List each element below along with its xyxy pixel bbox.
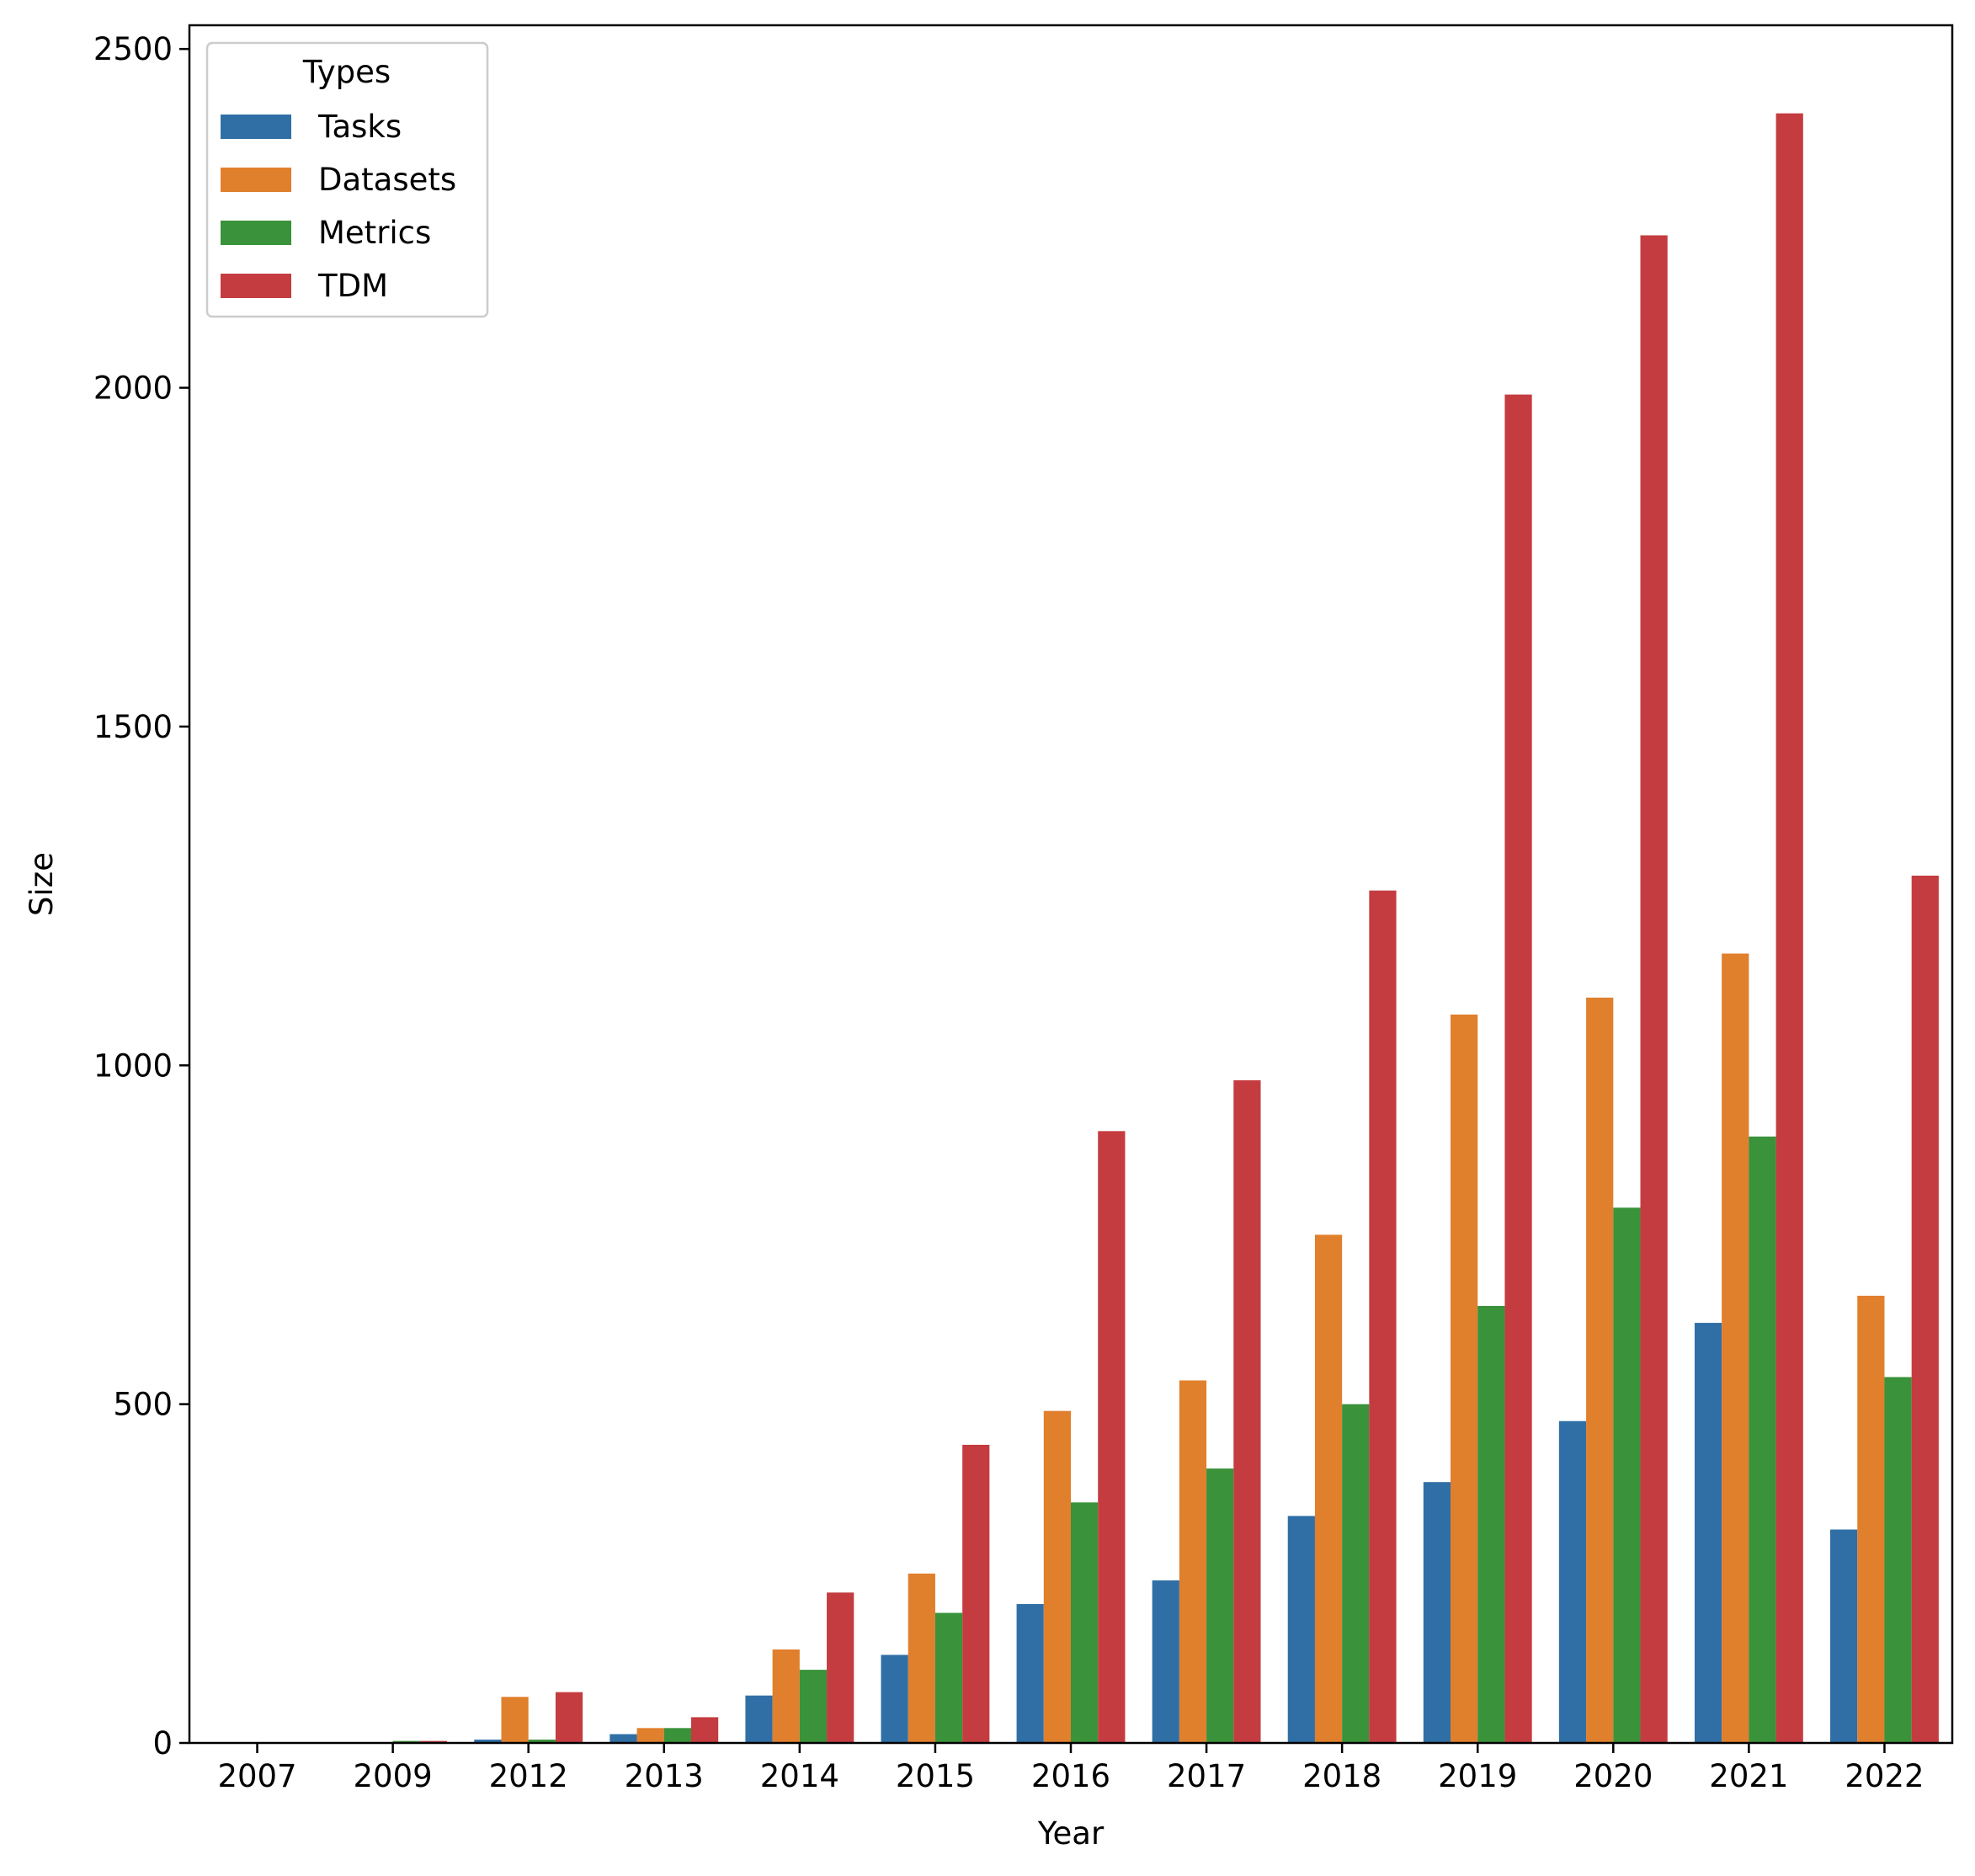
x-tick-label: 2013 (625, 1758, 704, 1794)
y-tick-label: 500 (113, 1387, 173, 1423)
bar-tasks-2015 (881, 1655, 908, 1743)
x-tick-label: 2007 (217, 1758, 296, 1794)
bar-datasets-2012 (501, 1697, 529, 1743)
bar-tasks-2019 (1423, 1482, 1451, 1743)
x-tick-label: 2020 (1573, 1758, 1653, 1794)
legend-label-metrics: Metrics (318, 215, 431, 251)
bar-tdm-2020 (1640, 235, 1668, 1744)
bar-tasks-2012 (474, 1739, 502, 1743)
bar-datasets-2015 (908, 1573, 935, 1743)
y-tick-label: 0 (152, 1725, 173, 1761)
bar-metrics-2012 (528, 1739, 556, 1743)
bar-datasets-2021 (1722, 953, 1749, 1743)
legend-box (205, 41, 489, 318)
bar-datasets-2020 (1586, 997, 1614, 1743)
bar-metrics-2021 (1749, 1136, 1776, 1743)
x-tick-label: 2016 (1031, 1758, 1110, 1794)
bar-datasets-2022 (1857, 1295, 1885, 1743)
bar-tasks-2022 (1830, 1529, 1858, 1743)
bar-tdm-2018 (1369, 890, 1397, 1743)
x-tick-label: 2018 (1302, 1758, 1381, 1794)
bar-metrics-2018 (1342, 1404, 1370, 1743)
y-tick-label: 1000 (93, 1047, 173, 1084)
bar-datasets-2017 (1179, 1380, 1207, 1743)
bar-metrics-2014 (799, 1670, 828, 1743)
x-axis: 2007 2009 2012 2013 2014 2015 2016 2017 2018 2019… (217, 1743, 1924, 1794)
bar-tdm-2019 (1504, 394, 1532, 1744)
bar-tdm-2022 (1911, 875, 1939, 1743)
legend-swatch-tasks (221, 115, 291, 139)
bar-tasks-2021 (1694, 1323, 1722, 1743)
bar-tdm-2014 (827, 1592, 854, 1743)
bar-tasks-2018 (1287, 1516, 1315, 1743)
legend-label-datasets: Datasets (318, 162, 456, 198)
bar-tasks-2016 (1016, 1604, 1044, 1743)
x-tick-label: 2014 (760, 1758, 839, 1794)
bar-tasks-2013 (610, 1734, 637, 1743)
bar-tdm-2013 (690, 1717, 719, 1743)
legend-label-tasks: Tasks (317, 109, 402, 145)
y-tick-label: 1500 (93, 709, 173, 745)
bar-metrics-2013 (663, 1728, 691, 1743)
bars-layer (392, 113, 1939, 1744)
y-axis: 0 500 1000 1500 2000 2500 (93, 31, 189, 1761)
bar-metrics-2016 (1071, 1502, 1099, 1743)
bar-tasks-2020 (1558, 1420, 1587, 1743)
bar-datasets-2013 (636, 1728, 664, 1743)
y-tick-label: 2500 (93, 31, 173, 67)
legend-swatch-tdm (221, 274, 291, 298)
bar-tasks-2014 (745, 1695, 773, 1743)
y-axis-label: Size (24, 852, 60, 916)
legend-label-tdm: TDM (317, 268, 388, 304)
bar-metrics-2015 (934, 1612, 963, 1743)
legend-swatch-metrics (221, 221, 291, 245)
legend-items: Tasks Datasets Metrics TDM (221, 109, 456, 304)
x-tick-label: 2021 (1709, 1758, 1788, 1794)
legend: Types Tasks Datasets Metrics TDM (205, 41, 489, 318)
bar-tdm-2012 (555, 1692, 583, 1743)
bar-metrics-2020 (1613, 1207, 1641, 1743)
legend-swatch-datasets (221, 168, 291, 192)
bar-metrics-2017 (1206, 1468, 1234, 1743)
bar-tasks-2017 (1152, 1580, 1179, 1743)
x-axis-label: Year (1037, 1815, 1105, 1852)
x-tick-label: 2012 (489, 1758, 568, 1794)
bar-datasets-2019 (1451, 1014, 1478, 1743)
legend-title: Types (302, 54, 391, 90)
x-tick-label: 2017 (1167, 1758, 1246, 1794)
bar-metrics-2022 (1884, 1377, 1912, 1743)
bar-datasets-2014 (772, 1649, 800, 1743)
x-tick-label: 2009 (354, 1758, 433, 1794)
x-tick-label: 2022 (1845, 1758, 1924, 1794)
x-tick-label: 2019 (1438, 1758, 1517, 1794)
bar-metrics-2019 (1477, 1305, 1505, 1743)
bar-tdm-2016 (1098, 1131, 1126, 1743)
x-tick-label: 2015 (896, 1758, 975, 1794)
bar-tdm-2015 (962, 1444, 990, 1743)
bar-datasets-2018 (1314, 1234, 1343, 1743)
bar-tdm-2017 (1233, 1079, 1261, 1743)
y-tick-label: 2000 (93, 370, 173, 407)
bar-datasets-2016 (1043, 1410, 1071, 1743)
bar-tdm-2021 (1775, 113, 1803, 1743)
